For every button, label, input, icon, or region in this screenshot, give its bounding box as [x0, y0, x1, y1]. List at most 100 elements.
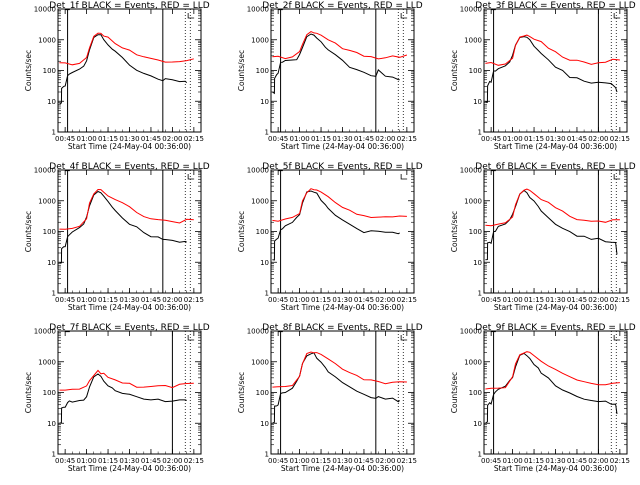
- x-tick-label: 01:30: [332, 457, 352, 465]
- x-tick-label: 01:30: [545, 135, 565, 143]
- chart-panel: Det_9f BLACK = Events, RED = LLD 1 10 100 10…: [450, 323, 636, 473]
- plot-frame: [483, 8, 628, 133]
- x-axis-label: Start Time (24-May-04 00:36:00): [494, 142, 617, 151]
- x-tick-label: 02:15: [610, 135, 630, 143]
- y-axis-label: Counts/sec: [450, 211, 459, 252]
- x-tick-label: 02:00: [162, 135, 182, 143]
- plot-frame: [57, 330, 202, 455]
- panel-title: Det_6f BLACK = Events, RED = LLD: [475, 162, 635, 172]
- y-tick-label: 100: [43, 228, 56, 236]
- x-tick-label: 01:00: [77, 457, 97, 465]
- panel-title: Det_4f BLACK = Events, RED = LLD: [49, 162, 209, 172]
- series-events-line: [485, 189, 618, 261]
- y-tick-label: 100: [256, 67, 269, 75]
- y-tick-label: 1: [52, 451, 56, 459]
- plot-frame: [57, 169, 202, 294]
- series-events-line: [272, 352, 401, 424]
- plot-frame: [57, 8, 202, 133]
- x-tick-label: 01:15: [98, 296, 118, 304]
- chart-panel: Det_2f BLACK = Events, RED = LLD 1 10 100 10…: [237, 1, 423, 151]
- x-tick-label: 01:15: [311, 296, 331, 304]
- y-axis-label: Counts/sec: [24, 50, 33, 91]
- y-tick-label: 10000: [247, 328, 269, 336]
- x-tick-label: 01:45: [567, 135, 587, 143]
- series-lld-line: [272, 31, 408, 60]
- plot-frame: [270, 8, 415, 133]
- x-tick-label: 01:15: [311, 457, 331, 465]
- plot-frame: [483, 330, 628, 455]
- y-tick-label: 1: [478, 451, 482, 459]
- x-tick-label: 00:45: [55, 296, 75, 304]
- y-tick-label: 10000: [34, 167, 56, 175]
- panel-title: Det_7f BLACK = Events, RED = LLD: [49, 323, 209, 333]
- y-tick-label: 10000: [247, 6, 269, 14]
- x-tick-label: 01:45: [141, 135, 161, 143]
- panel-title: Det_5f BLACK = Events, RED = LLD: [262, 162, 422, 172]
- y-tick-label: 1: [478, 129, 482, 137]
- chart-panel: Det_5f BLACK = Events, RED = LLD 1 10 100 10…: [237, 162, 423, 312]
- plot-frame: [483, 169, 628, 294]
- x-tick-label: 00:45: [481, 135, 501, 143]
- corner-marker: [187, 335, 195, 341]
- x-tick-label: 01:00: [77, 135, 97, 143]
- x-tick-label: 01:45: [567, 296, 587, 304]
- x-tick-label: 01:30: [119, 296, 139, 304]
- series-lld-line: [485, 34, 620, 66]
- y-tick-label: 10: [260, 259, 269, 267]
- y-tick-label: 10: [473, 259, 482, 267]
- y-tick-label: 1: [265, 290, 269, 298]
- y-tick-label: 10000: [247, 167, 269, 175]
- y-tick-label: 1000: [464, 197, 482, 205]
- x-axis-label: Start Time (24-May-04 00:36:00): [281, 303, 404, 312]
- series-lld-line: [485, 188, 620, 227]
- y-axis-label: Counts/sec: [24, 372, 33, 413]
- x-tick-label: 02:00: [162, 296, 182, 304]
- x-tick-label: 01:30: [119, 457, 139, 465]
- x-tick-label: 02:00: [162, 457, 182, 465]
- y-tick-label: 1000: [464, 358, 482, 366]
- x-tick-label: 02:15: [397, 135, 417, 143]
- x-tick-label: 01:45: [354, 135, 374, 143]
- plot-frame: [270, 330, 415, 455]
- x-tick-label: 01:00: [503, 457, 523, 465]
- x-tick-label: 01:15: [311, 135, 331, 143]
- x-tick-label: 02:00: [588, 457, 608, 465]
- y-tick-label: 1000: [251, 197, 269, 205]
- y-tick-label: 100: [43, 389, 56, 397]
- y-axis-label: Counts/sec: [24, 211, 33, 252]
- y-tick-label: 10000: [34, 6, 56, 14]
- y-tick-label: 10: [47, 259, 56, 267]
- corner-marker: [613, 13, 621, 19]
- x-tick-label: 01:15: [524, 135, 544, 143]
- x-tick-label: 01:30: [545, 296, 565, 304]
- x-tick-label: 02:00: [375, 135, 395, 143]
- y-axis-label: Counts/sec: [450, 372, 459, 413]
- panel-title: Det_3f BLACK = Events, RED = LLD: [475, 1, 635, 11]
- y-tick-label: 10: [473, 420, 482, 428]
- panel-title: Det_8f BLACK = Events, RED = LLD: [262, 323, 422, 333]
- y-tick-label: 1: [52, 129, 56, 137]
- x-tick-label: 00:45: [55, 457, 75, 465]
- x-tick-label: 00:45: [268, 296, 288, 304]
- y-tick-label: 1: [478, 290, 482, 298]
- x-tick-label: 02:15: [184, 296, 204, 304]
- x-axis-label: Start Time (24-May-04 00:36:00): [68, 303, 191, 312]
- x-axis-label: Start Time (24-May-04 00:36:00): [68, 142, 191, 151]
- x-tick-label: 01:15: [98, 135, 118, 143]
- x-tick-label: 01:15: [524, 296, 544, 304]
- series-events-line: [59, 373, 187, 424]
- series-events-line: [59, 34, 188, 105]
- series-lld-line: [59, 32, 194, 66]
- x-tick-label: 01:00: [290, 457, 310, 465]
- corner-marker: [187, 13, 195, 19]
- x-tick-label: 01:45: [567, 457, 587, 465]
- y-tick-label: 100: [469, 389, 482, 397]
- x-tick-label: 02:15: [397, 457, 417, 465]
- y-axis-label: Counts/sec: [450, 50, 459, 91]
- x-tick-label: 01:30: [545, 457, 565, 465]
- x-tick-label: 02:00: [588, 135, 608, 143]
- x-tick-label: 00:45: [268, 457, 288, 465]
- x-tick-label: 00:45: [481, 296, 501, 304]
- x-tick-label: 00:45: [55, 135, 75, 143]
- panel-title: Det_1f BLACK = Events, RED = LLD: [49, 1, 209, 11]
